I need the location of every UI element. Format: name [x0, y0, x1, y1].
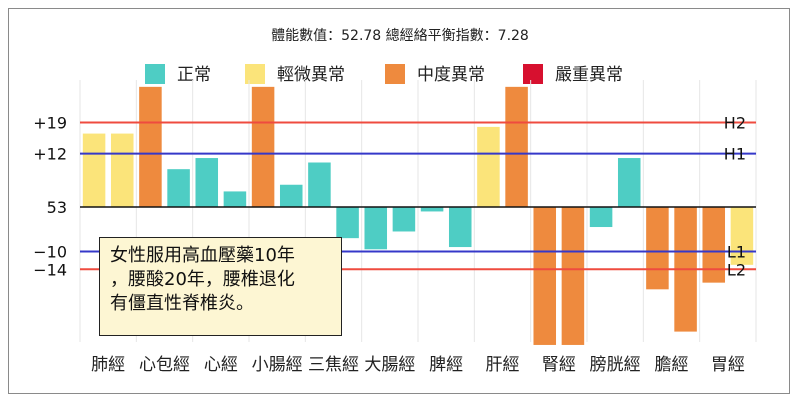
legend-swatch	[245, 64, 265, 84]
grid	[79, 80, 757, 342]
x-tick-label: 脾經	[429, 355, 463, 375]
bar	[392, 207, 416, 232]
bar	[139, 86, 162, 207]
bar	[195, 158, 219, 207]
bar	[448, 207, 472, 248]
reference-label: H1	[724, 145, 746, 164]
bar	[364, 207, 388, 250]
legend-label: 中度異常	[417, 65, 485, 85]
bar	[223, 191, 247, 207]
bars	[82, 86, 754, 345]
x-tick-label: 膽經	[655, 355, 689, 375]
bar	[646, 207, 669, 290]
y-tick-label: −10	[33, 243, 67, 262]
bar	[82, 133, 106, 207]
legend-label: 輕微異常	[277, 65, 345, 85]
x-tick-label: 腎經	[542, 355, 576, 375]
y-axis: +19 +12 53 −10−14	[33, 113, 67, 279]
x-tick-label: 胃經	[711, 355, 745, 375]
legend-swatch	[523, 64, 543, 84]
legend-swatch	[385, 64, 405, 84]
reference-label: L1	[727, 243, 746, 262]
bar	[336, 207, 359, 239]
bar	[730, 207, 754, 265]
x-tick-label: 三焦經	[308, 355, 359, 375]
y-tick-label: +19	[33, 113, 67, 132]
bar	[477, 126, 500, 207]
bar	[505, 86, 528, 207]
bar	[308, 162, 331, 207]
x-tick-label: 肝經	[486, 355, 520, 375]
bar	[533, 207, 557, 345]
x-tick-label: 小腸經	[252, 355, 303, 375]
note-line: 女性服用高血壓藥10年	[110, 245, 295, 266]
bar	[251, 86, 275, 207]
y-tick-label: −14	[33, 260, 67, 279]
bar	[561, 207, 585, 345]
x-axis: 肺經 心包經 心經 小腸經 三焦經 大腸經 脾經 肝經 腎經 膀胱經 膽經 胃經	[91, 355, 745, 375]
note-line: 有僵直性脊椎炎。	[110, 293, 254, 314]
x-tick-label: 肺經	[91, 355, 125, 375]
x-tick-label: 大腸經	[364, 355, 415, 375]
patient-note: 女性服用高血壓藥10年 ，腰酸20年，腰椎退化 有僵直性脊椎炎。	[99, 237, 342, 336]
bar	[617, 158, 641, 207]
y-tick-label: 53	[47, 198, 67, 217]
legend: 正常 輕微異常 中度異常 嚴重異常	[145, 64, 623, 85]
legend-swatch	[145, 64, 165, 84]
legend-label: 嚴重異常	[555, 65, 623, 85]
note-line: ，腰酸20年，腰椎退化	[110, 269, 295, 290]
bar	[167, 169, 190, 207]
x-tick-label: 心包經	[139, 355, 190, 375]
bar	[589, 207, 613, 228]
x-tick-label: 心經	[204, 355, 238, 375]
bar	[110, 133, 134, 207]
x-tick-label: 膀胱經	[590, 355, 641, 375]
y-tick-label: +12	[33, 145, 67, 164]
reference-label: H2	[724, 113, 746, 132]
reference-label: L2	[727, 260, 746, 279]
bar	[420, 207, 444, 212]
legend-label: 正常	[177, 65, 211, 85]
chart-subtitle: 體能數值：52.78 總經絡平衡指數：7.28	[271, 27, 529, 44]
bar	[702, 207, 726, 283]
bar	[279, 184, 303, 207]
